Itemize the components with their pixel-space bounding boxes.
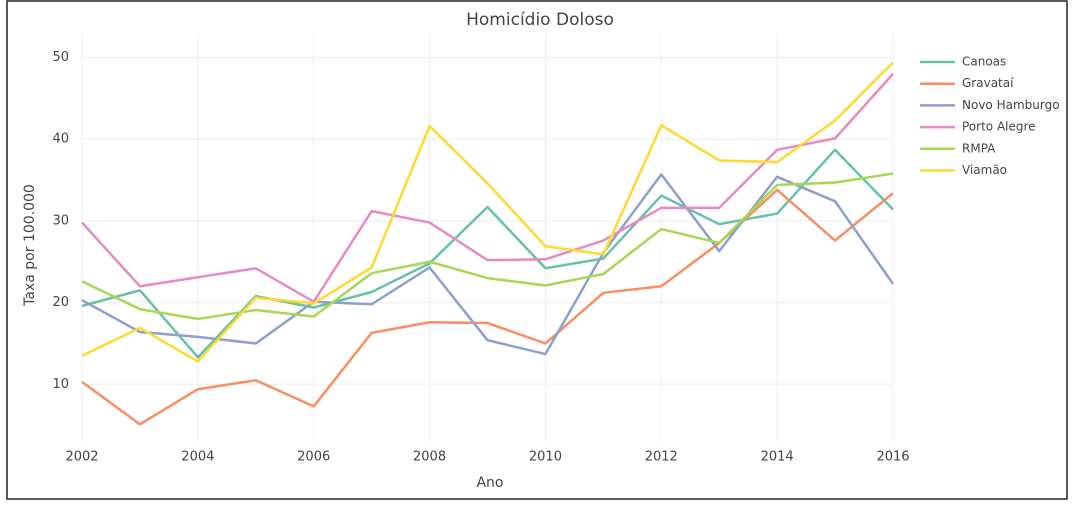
y-tick-label: 10 bbox=[52, 377, 69, 392]
x-tick-label: 2004 bbox=[181, 450, 214, 465]
series-line bbox=[81, 172, 894, 321]
series-line bbox=[81, 148, 894, 359]
x-tick-label: 2016 bbox=[876, 450, 909, 465]
x-tick-label: 2010 bbox=[529, 450, 562, 465]
legend-label: Porto Alegre bbox=[962, 120, 1036, 134]
legend-label: Viamão bbox=[962, 163, 1007, 177]
legend-label: Canoas bbox=[962, 55, 1006, 69]
x-tick-label: 2006 bbox=[297, 450, 330, 465]
frame bbox=[6, 0, 1068, 500]
series-line bbox=[81, 73, 894, 304]
legend-label: Novo Hamburgo bbox=[962, 98, 1060, 112]
legend-label: Gravataí bbox=[962, 76, 1014, 90]
x-tick-label: 2012 bbox=[645, 450, 678, 465]
y-tick-label: 50 bbox=[52, 50, 69, 65]
y-axis-title: Taxa por 100.000 bbox=[22, 184, 38, 307]
y-tick-label: 40 bbox=[52, 132, 69, 147]
chart-title: Homicídio Doloso bbox=[466, 10, 614, 30]
series-line bbox=[81, 61, 894, 363]
x-tick-label: 2002 bbox=[65, 450, 98, 465]
y-tick-label: 20 bbox=[52, 295, 69, 310]
series-line bbox=[81, 188, 894, 426]
legend-label: RMPA bbox=[962, 141, 996, 155]
x-tick-label: 2008 bbox=[413, 450, 446, 465]
x-axis-title: Ano bbox=[476, 475, 503, 491]
y-tick-label: 30 bbox=[52, 213, 69, 228]
x-tick-label: 2014 bbox=[761, 450, 794, 465]
